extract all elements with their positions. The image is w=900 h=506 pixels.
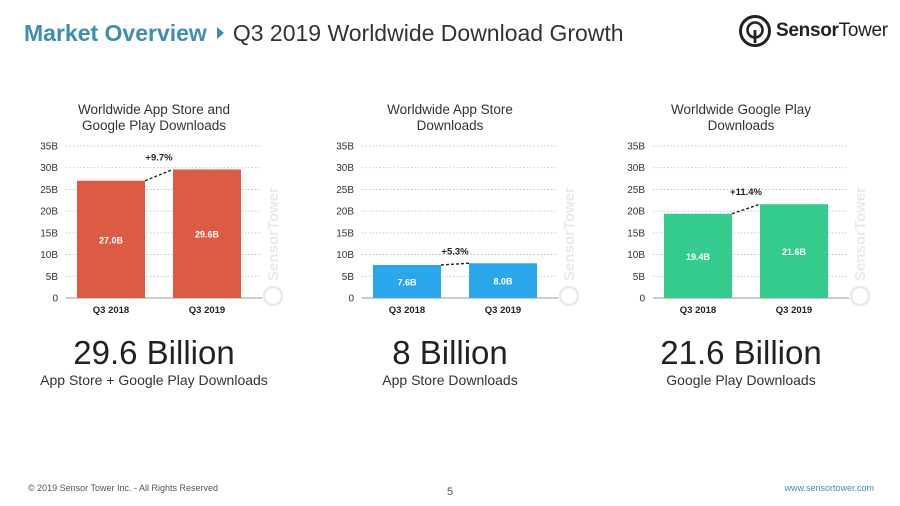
y-tick-label: 5B <box>342 272 355 283</box>
bar-chart-app-store: 0 5B 10B 15B 20B 25B 30B 35B 7.6B Q3 2018 8.0B Q3 2… <box>336 142 580 316</box>
y-tick-label: 10B <box>627 250 645 261</box>
website-link[interactable]: www.sensortower.com <box>784 483 874 493</box>
x-category-label: Q3 2018 <box>680 305 716 316</box>
y-tick-label: 0 <box>348 294 354 305</box>
bar <box>373 264 441 298</box>
y-tick-label: 20B <box>40 207 58 218</box>
bar <box>664 213 732 298</box>
sensor-tower-logo: SensorTower <box>738 14 888 48</box>
y-tick-label: 35B <box>40 142 58 153</box>
breadcrumb-arrow-icon <box>216 27 224 39</box>
sensor-tower-logo-icon <box>739 15 771 47</box>
bar-value-label: 8.0B <box>493 277 513 287</box>
big-number-caption: App Store Downloads <box>382 372 518 388</box>
y-tick-label: 10B <box>336 250 354 261</box>
section-title: Market Overview <box>24 19 207 46</box>
big-number: 8 Billion <box>392 334 508 371</box>
bar <box>173 169 241 298</box>
header: Market Overview Q3 2019 Worldwide Downlo… <box>24 18 624 48</box>
x-category-label: Q3 2019 <box>485 305 521 316</box>
big-number: 29.6 Billion <box>73 334 235 371</box>
x-category-label: Q3 2019 <box>776 305 812 316</box>
watermark-text: SensorTower <box>852 187 869 281</box>
y-tick-label: 35B <box>336 142 354 153</box>
bar-chart-google-play: 0 5B 10B 15B 20B 25B 30B 35B 19.4B Q3 2018 21.6B Q3… <box>627 142 871 316</box>
y-tick-label: 15B <box>40 228 58 239</box>
sensor-tower-watermark: SensorTower <box>262 187 284 307</box>
y-tick-label: 25B <box>40 185 58 196</box>
growth-label: +5.3% <box>441 246 469 257</box>
y-tick-label: 5B <box>633 272 646 283</box>
y-tick-label: 35B <box>627 142 645 153</box>
growth-connector <box>440 262 470 266</box>
bar-chart-total: 0 5B 10B 15B 20B 25B 30B 35B 27.0B Q3 2018 29.6B Q3… <box>40 142 284 316</box>
bar-value-label: 27.0B <box>99 235 124 245</box>
y-tick-label: 15B <box>627 228 645 239</box>
bar-value-label: 21.6B <box>782 247 807 257</box>
chart-title: Worldwide App Store Downloads <box>387 102 513 133</box>
chart-title: Worldwide Google Play Downloads <box>670 102 812 133</box>
growth-connector <box>144 168 174 182</box>
copyright: © 2019 Sensor Tower Inc. - All Rights Re… <box>28 483 219 493</box>
watermark-logo-icon <box>262 285 284 307</box>
bar <box>760 204 828 298</box>
bar-value-label: 29.6B <box>195 230 220 240</box>
y-tick-label: 25B <box>336 185 354 196</box>
page-number: 5 <box>446 486 454 498</box>
y-tick-label: 5B <box>46 272 59 283</box>
x-category-label: Q3 2019 <box>189 305 225 316</box>
x-category-label: Q3 2018 <box>389 305 425 316</box>
logo-text: SensorTower <box>776 20 888 41</box>
page-title: Q3 2019 Worldwide Download Growth <box>232 19 624 46</box>
y-tick-label: 0 <box>639 294 645 305</box>
y-tick-label: 25B <box>627 185 645 196</box>
y-tick-label: 20B <box>336 207 354 218</box>
y-tick-label: 30B <box>627 163 645 174</box>
chart-title: Worldwide App Store and Google Play Down… <box>77 102 231 133</box>
watermark-logo-icon <box>558 285 580 307</box>
chart-panel-google-play: Worldwide Google Play Downloads 0 5B 10B 15… <box>601 98 881 398</box>
y-tick-label: 15B <box>336 228 354 239</box>
watermark-logo-icon <box>849 285 871 307</box>
y-tick-label: 20B <box>627 207 645 218</box>
bar-value-label: 7.6B <box>397 277 417 287</box>
x-category-label: Q3 2018 <box>93 305 129 316</box>
bar <box>77 180 145 298</box>
growth-label: +11.4% <box>730 187 763 198</box>
growth-label: +9.7% <box>145 152 173 163</box>
big-number: 21.6 Billion <box>660 334 822 371</box>
bar <box>469 263 537 298</box>
watermark-text: SensorTower <box>265 187 282 281</box>
bar-value-label: 19.4B <box>686 252 711 262</box>
sensor-tower-watermark: SensorTower <box>849 187 871 307</box>
y-tick-label: 30B <box>336 163 354 174</box>
chart-panel-total: Worldwide App Store and Google Play Down… <box>14 98 294 398</box>
y-tick-label: 30B <box>40 163 58 174</box>
big-number-caption: App Store + Google Play Downloads <box>40 372 268 388</box>
chart-panel-app-store: Worldwide App Store Downloads 0 5B 10B 15B 2… <box>310 98 590 398</box>
y-tick-label: 0 <box>52 294 58 305</box>
watermark-text: SensorTower <box>561 187 578 281</box>
sensor-tower-watermark: SensorTower <box>558 187 580 307</box>
growth-connector <box>731 203 761 215</box>
big-number-caption: Google Play Downloads <box>666 372 816 388</box>
y-tick-label: 10B <box>40 250 58 261</box>
